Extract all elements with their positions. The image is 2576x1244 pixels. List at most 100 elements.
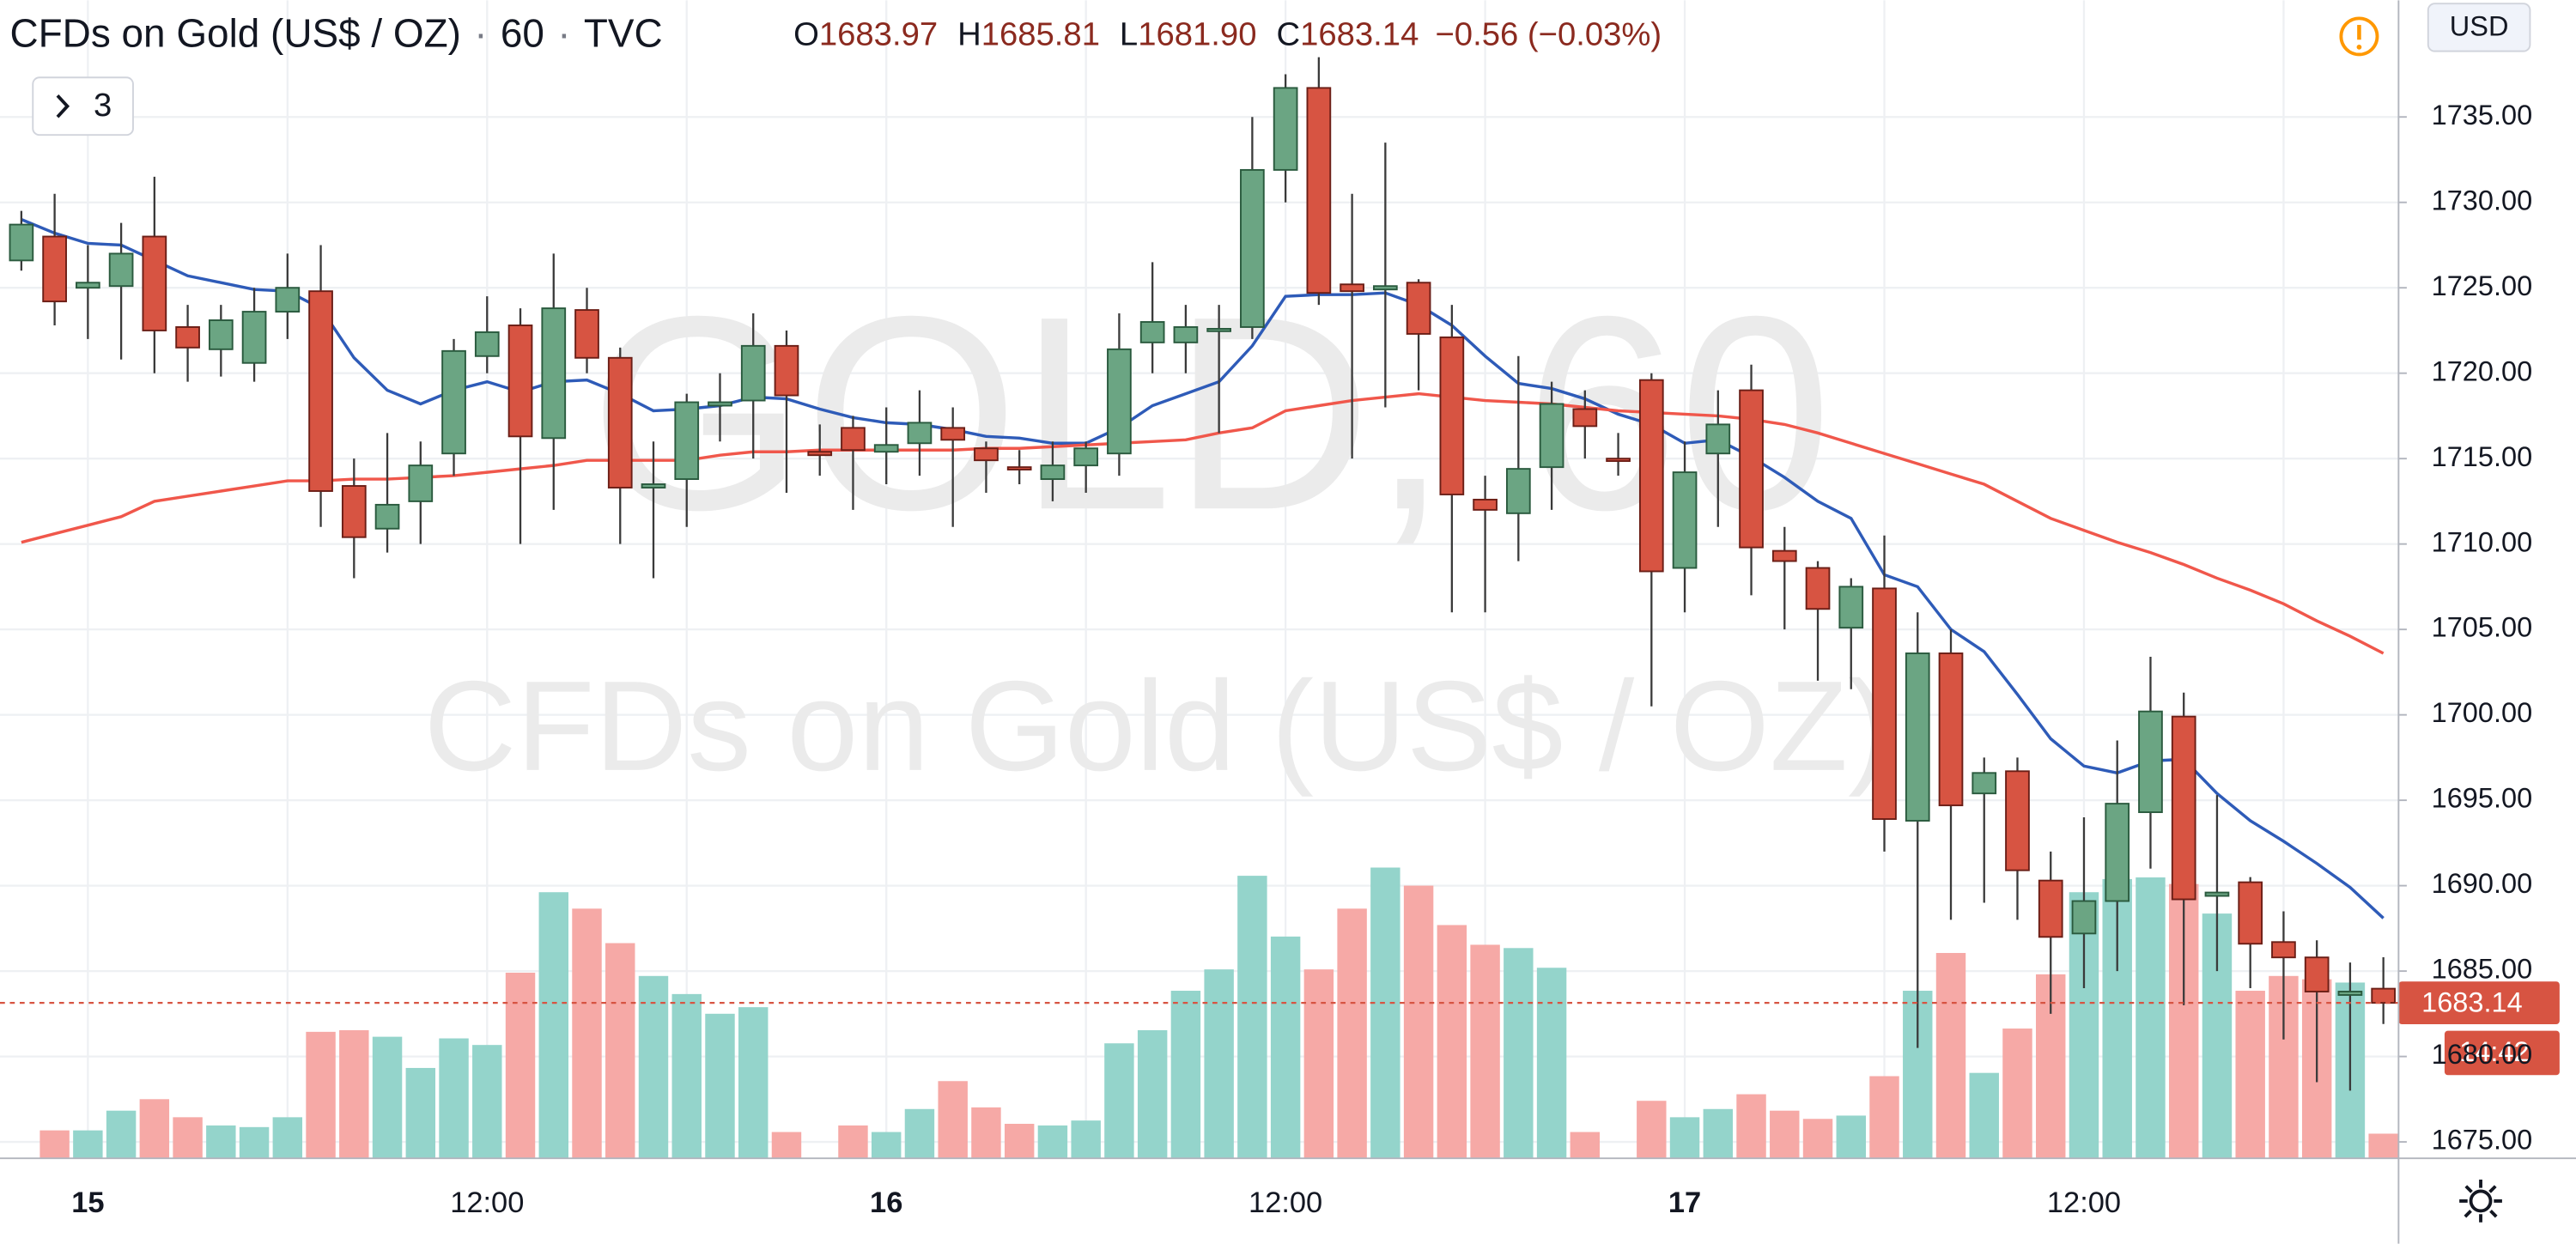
candle-body [641, 483, 666, 488]
volume-bar [372, 1036, 403, 1159]
candle-body [2171, 715, 2196, 901]
candle-body [708, 401, 732, 407]
candle-body [1705, 423, 1731, 455]
y-tick-label: 1720.00 [2432, 355, 2533, 386]
volume-bar [1303, 969, 1334, 1159]
volume-bar [1637, 1101, 1667, 1159]
candle-body [1206, 328, 1231, 332]
candle-body [474, 331, 500, 357]
volume-bar [472, 1045, 502, 1159]
candle-body [1139, 321, 1165, 343]
volume-bar [1536, 968, 1567, 1159]
moving-average-line [21, 218, 2385, 919]
volume-bar [106, 1110, 137, 1159]
volume-bar [1403, 885, 1434, 1159]
candle-body [541, 307, 567, 440]
candle-body [1406, 282, 1431, 335]
volume-bar [1370, 867, 1400, 1159]
candle-body [940, 427, 966, 441]
y-tick-label: 1710.00 [2432, 526, 2533, 557]
candle-body [2371, 987, 2397, 1004]
candle-body [1107, 348, 1132, 455]
candle-body [1173, 326, 1199, 343]
candle-body [1838, 586, 1864, 629]
volume-bar [1071, 1120, 1101, 1159]
symbol-title: CFDs on Gold (US$ / OZ) [9, 11, 460, 56]
x-tick-label: 12:00 [1249, 1186, 1322, 1219]
candle-body [841, 427, 866, 452]
candle-body [907, 422, 933, 445]
ohlc-value: 1683.14 [1300, 16, 1419, 53]
volume-bar [1104, 1043, 1134, 1159]
candle-body [1739, 389, 1764, 549]
volume-bar [139, 1099, 170, 1159]
last-price-label: 1683.14 [2421, 987, 2523, 1018]
currency-label: USD [2450, 10, 2509, 41]
y-tick-label: 1675.00 [2432, 1125, 2533, 1156]
separator: · [474, 11, 487, 56]
candle-body [441, 349, 466, 455]
y-tick-label: 1680.00 [2432, 1039, 2533, 1070]
volume-bar [206, 1125, 236, 1159]
candle-body [1073, 447, 1099, 467]
indicator-toggle-box[interactable] [32, 76, 134, 137]
volume-bar [1703, 1108, 1734, 1159]
candle-body [1006, 466, 1032, 470]
volume-bar [2002, 1029, 2032, 1159]
volume-bar [2368, 1133, 2398, 1159]
candle-body [308, 290, 333, 492]
volume-bar [2136, 877, 2166, 1159]
candle-body [1872, 587, 1897, 820]
volume-bar [971, 1107, 1001, 1159]
x-tick-label: 12:00 [2047, 1186, 2121, 1219]
header: CFDs on Gold (US$ / OZ) · 60 · TVC O1683.97 H1… [9, 11, 1662, 56]
candle-body [374, 503, 400, 530]
y-tick-label: 1725.00 [2432, 270, 2533, 301]
currency-box[interactable] [2427, 3, 2531, 52]
overlay: 1683.14 14:42 [0, 981, 2560, 1076]
candle-body [807, 451, 833, 457]
indicator-toggle[interactable]: 3 [32, 76, 134, 137]
candle-body [1905, 652, 1930, 822]
candle-body [574, 309, 599, 359]
last-price-tag [2398, 981, 2560, 1024]
candle-body [1606, 458, 1631, 463]
volume-bar [1802, 1119, 1833, 1159]
candle-body [774, 344, 799, 397]
volume-bar [1004, 1124, 1035, 1159]
volume-bar [1570, 1132, 1601, 1159]
candle-body [2304, 956, 2330, 992]
volume-bar [1270, 936, 1301, 1159]
watermark-title: CFDs on Gold (US$ / OZ) [424, 654, 1891, 798]
currency-button[interactable]: USD [2427, 3, 2531, 52]
warning-dot [2356, 44, 2362, 50]
interval: 60 [501, 11, 544, 56]
volume-bar [1437, 925, 1467, 1159]
volume-bar [871, 1132, 902, 1159]
volume-bar [638, 975, 669, 1159]
volume-bar [272, 1117, 303, 1159]
warning-icon[interactable] [2339, 16, 2379, 57]
candle-body [142, 235, 167, 331]
candle-body [674, 401, 700, 481]
candle-body [241, 311, 267, 364]
volume-bar [39, 1130, 70, 1159]
candle-body [2238, 881, 2263, 945]
y-tick-label: 1700.00 [2432, 697, 2533, 728]
settings-icon[interactable] [2459, 1180, 2502, 1223]
ohlc-key: H [957, 16, 981, 53]
ohlc-value: 1683.97 [819, 16, 938, 53]
ohlc-key: C [1276, 16, 1300, 53]
candle-body [607, 356, 633, 488]
candle-body [2204, 891, 2230, 897]
source: TVC [584, 11, 663, 56]
volume-bar [1204, 969, 1234, 1159]
volume-bar [605, 943, 635, 1159]
candle-body [507, 325, 533, 438]
candle-body [175, 326, 200, 349]
candle-body [2071, 900, 2097, 935]
ohlc-value: 1685.81 [981, 16, 1100, 53]
volume-bar [738, 1007, 769, 1159]
x-tick-label: 12:00 [450, 1186, 524, 1219]
volume-bar [405, 1067, 436, 1159]
